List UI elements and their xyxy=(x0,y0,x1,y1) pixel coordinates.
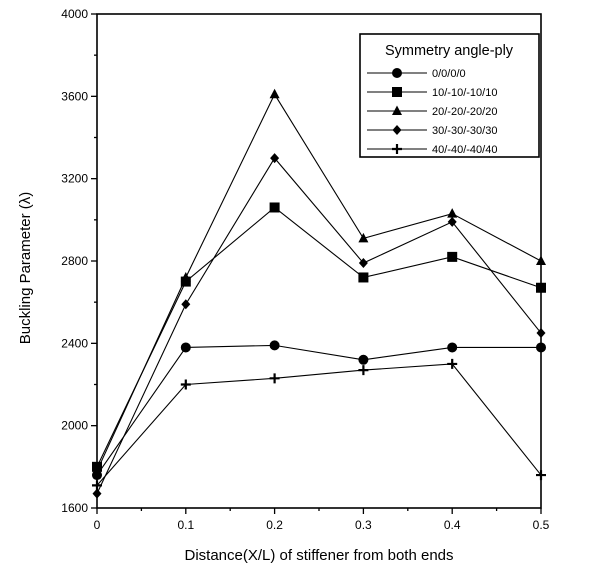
data-point xyxy=(447,358,458,369)
data-point xyxy=(92,465,102,475)
y-tick-label: 4000 xyxy=(61,7,88,21)
data-point xyxy=(536,342,546,353)
series-line xyxy=(96,344,541,476)
x-tick-label: 0 xyxy=(94,518,101,532)
legend-marker xyxy=(392,144,402,154)
legend-label: 20/-20/-20/20 xyxy=(432,106,497,118)
data-point xyxy=(270,153,280,164)
data-point xyxy=(269,202,280,213)
data-point xyxy=(536,328,546,339)
series-line xyxy=(96,93,542,472)
data-point xyxy=(92,480,102,491)
data-point xyxy=(358,365,369,376)
data-point xyxy=(536,470,546,481)
x-tick-label: 0.2 xyxy=(266,518,283,532)
data-point xyxy=(269,88,280,99)
data-point xyxy=(180,342,191,353)
y-tick-label: 3200 xyxy=(61,172,88,186)
series-line xyxy=(96,157,542,494)
x-axis-title: Distance(X/L) of stiffener from both end… xyxy=(184,547,453,564)
data-point xyxy=(180,276,191,287)
data-point xyxy=(447,251,458,262)
data-point xyxy=(536,255,546,265)
y-tick-label: 2400 xyxy=(61,336,88,350)
legend-label: 10/-10/-10/10 xyxy=(432,87,497,99)
data-point xyxy=(358,232,369,243)
legend-label: 40/-40/-40/40 xyxy=(432,144,497,156)
x-tick-label: 0.5 xyxy=(533,518,550,532)
y-tick-label: 3600 xyxy=(61,89,88,103)
legend-marker xyxy=(392,105,402,115)
y-tick-label: 1600 xyxy=(61,501,88,515)
legend-marker xyxy=(392,68,402,78)
legend-title: Symmetry angle-ply xyxy=(385,43,514,59)
data-point xyxy=(358,258,368,269)
legend-marker xyxy=(392,125,402,135)
data-point xyxy=(536,282,546,293)
data-point xyxy=(358,272,369,283)
legend-box xyxy=(359,33,540,158)
y-axis-title: Buckling Parameter (λ) xyxy=(17,192,34,345)
y-tick-label: 2000 xyxy=(61,419,88,433)
data-point xyxy=(181,299,191,310)
data-point xyxy=(358,354,369,365)
series-line xyxy=(96,363,542,486)
data-point xyxy=(447,342,458,353)
legend: Symmetry angle-ply 0/0/0/0 10/-10/-10/10 2… xyxy=(359,33,540,158)
legend-label: 30/-30/-30/30 xyxy=(432,125,497,137)
legend-label: 0/0/0/0 xyxy=(432,68,466,80)
x-tick-label: 0.3 xyxy=(355,518,372,532)
x-tick-label: 0.4 xyxy=(444,518,461,532)
data-point xyxy=(447,216,457,227)
series-line xyxy=(96,206,542,468)
data-point xyxy=(92,488,102,499)
plot-area: 0 0.1 0.2 0.3 0.4 0.5 1600 2000 2400 2800 3200 3600… xyxy=(61,7,549,532)
data-point xyxy=(447,208,458,218)
x-tick-label: 0.1 xyxy=(177,518,194,532)
data-point xyxy=(269,373,280,384)
y-tick-label: 2800 xyxy=(61,254,88,268)
data-point xyxy=(269,340,280,351)
data-point xyxy=(180,379,191,390)
data-point xyxy=(180,271,191,282)
legend-marker xyxy=(392,87,402,97)
